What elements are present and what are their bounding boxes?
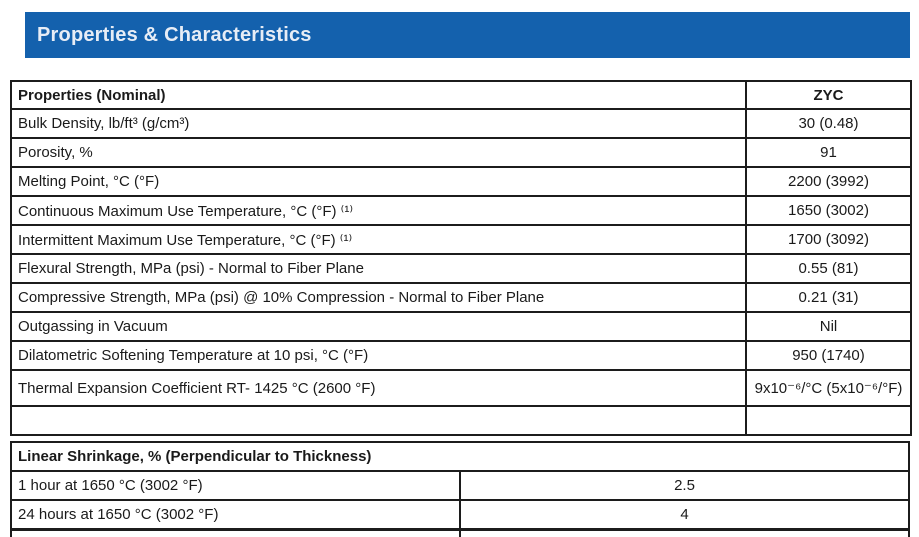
property-name: Outgassing in Vacuum [10, 311, 747, 342]
table-row: Bulk Density, lb/ft³ (g/cm³) 30 (0.48) [10, 108, 912, 139]
property-name: Porosity, % [10, 137, 747, 168]
property-value: 91 [745, 137, 912, 168]
property-name: 1 hour at 1650 °C (3002 °F) [10, 470, 461, 501]
empty-cell [10, 528, 461, 537]
property-value: 0.55 (81) [745, 253, 912, 284]
property-value: 9x10⁻⁶/°C (5x10⁻⁶/°F) [745, 369, 912, 407]
header-zyc: ZYC [745, 80, 912, 110]
property-value: 30 (0.48) [745, 108, 912, 139]
property-name: Flexural Strength, MPa (psi) - Normal to… [10, 253, 747, 284]
property-name: Dilatometric Softening Temperature at 10… [10, 340, 747, 371]
table-row: Continuous Maximum Use Temperature, °C (… [10, 195, 912, 226]
table-row: Thermal Expansion Coefficient RT- 1425 °… [10, 369, 912, 407]
property-value: 1650 (3002) [745, 195, 912, 226]
property-name: Continuous Maximum Use Temperature, °C (… [10, 195, 747, 226]
linear-shrinkage-table: Linear Shrinkage, % (Perpendicular to Th… [10, 441, 910, 537]
spacer-row [10, 405, 912, 436]
property-name: Intermittent Maximum Use Temperature, °C… [10, 224, 747, 255]
property-name: Bulk Density, lb/ft³ (g/cm³) [10, 108, 747, 139]
property-value: 2200 (3992) [745, 166, 912, 197]
shrinkage-header-row: Linear Shrinkage, % (Perpendicular to Th… [10, 441, 910, 472]
section-banner: Properties & Characteristics [25, 12, 910, 58]
section-banner-title: Properties & Characteristics [37, 23, 312, 46]
table-row: Intermittent Maximum Use Temperature, °C… [10, 224, 912, 255]
table-row: 1 hour at 1650 °C (3002 °F) 2.5 [10, 470, 910, 501]
empty-cell [459, 528, 910, 537]
property-name: Compressive Strength, MPa (psi) @ 10% Co… [10, 282, 747, 313]
table-row: Compressive Strength, MPa (psi) @ 10% Co… [10, 282, 912, 313]
property-value: 1700 (3092) [745, 224, 912, 255]
shrinkage-section-title: Linear Shrinkage, % (Perpendicular to Th… [10, 441, 910, 472]
table-row: Melting Point, °C (°F) 2200 (3992) [10, 166, 912, 197]
table-row: 24 hours at 1650 °C (3002 °F) 4 [10, 499, 910, 531]
table-row: Flexural Strength, MPa (psi) - Normal to… [10, 253, 912, 284]
property-name: 24 hours at 1650 °C (3002 °F) [10, 499, 461, 531]
property-value: Nil [745, 311, 912, 342]
empty-cell [745, 405, 912, 436]
clipped-next-row [10, 528, 910, 537]
property-value: 0.21 (31) [745, 282, 912, 313]
table-row: Outgassing in Vacuum Nil [10, 311, 912, 342]
property-value: 2.5 [459, 470, 910, 501]
properties-table: Properties (Nominal) ZYC Bulk Density, l… [10, 80, 912, 436]
empty-cell [10, 405, 747, 436]
table-row: Porosity, % 91 [10, 137, 912, 168]
property-value: 4 [459, 499, 910, 531]
property-name: Thermal Expansion Coefficient RT- 1425 °… [10, 369, 747, 407]
property-name: Melting Point, °C (°F) [10, 166, 747, 197]
table-header-row: Properties (Nominal) ZYC [10, 80, 912, 110]
table-row: Dilatometric Softening Temperature at 10… [10, 340, 912, 371]
property-value: 950 (1740) [745, 340, 912, 371]
header-properties-nominal: Properties (Nominal) [10, 80, 747, 110]
